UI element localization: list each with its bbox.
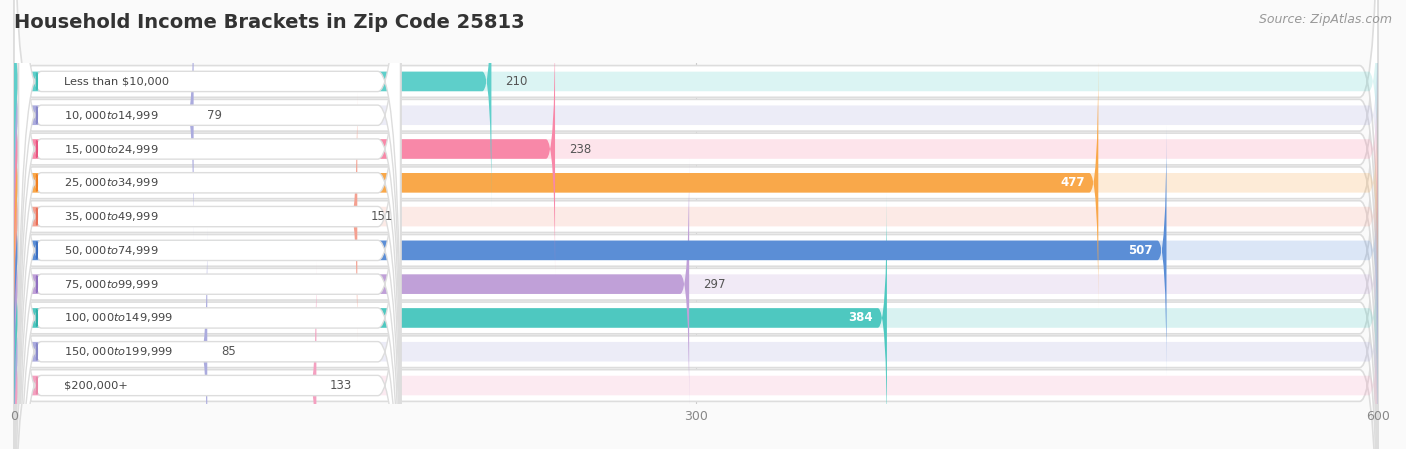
FancyBboxPatch shape [14, 24, 1378, 274]
Text: 297: 297 [703, 277, 725, 291]
FancyBboxPatch shape [14, 57, 1098, 308]
Text: 151: 151 [371, 210, 394, 223]
FancyBboxPatch shape [14, 193, 1378, 443]
Text: 384: 384 [849, 312, 873, 325]
FancyBboxPatch shape [14, 0, 1378, 403]
Text: $25,000 to $34,999: $25,000 to $34,999 [65, 176, 159, 189]
FancyBboxPatch shape [14, 30, 1378, 449]
FancyBboxPatch shape [14, 0, 1378, 370]
FancyBboxPatch shape [14, 0, 1378, 449]
FancyBboxPatch shape [14, 226, 1378, 449]
FancyBboxPatch shape [14, 0, 1378, 241]
FancyBboxPatch shape [14, 0, 1378, 207]
FancyBboxPatch shape [18, 0, 401, 409]
FancyBboxPatch shape [14, 91, 1378, 342]
Text: 79: 79 [207, 109, 222, 122]
Text: $35,000 to $49,999: $35,000 to $49,999 [65, 210, 159, 223]
Text: $15,000 to $24,999: $15,000 to $24,999 [65, 142, 159, 155]
FancyBboxPatch shape [18, 0, 401, 443]
Text: Household Income Brackets in Zip Code 25813: Household Income Brackets in Zip Code 25… [14, 13, 524, 32]
FancyBboxPatch shape [14, 159, 689, 409]
FancyBboxPatch shape [18, 0, 401, 449]
FancyBboxPatch shape [14, 0, 1378, 437]
Text: 85: 85 [221, 345, 236, 358]
FancyBboxPatch shape [14, 64, 1378, 449]
Text: $150,000 to $199,999: $150,000 to $199,999 [65, 345, 173, 358]
FancyBboxPatch shape [14, 125, 1167, 376]
FancyBboxPatch shape [14, 0, 1378, 449]
Text: $10,000 to $14,999: $10,000 to $14,999 [65, 109, 159, 122]
FancyBboxPatch shape [14, 0, 1378, 336]
Text: $50,000 to $74,999: $50,000 to $74,999 [65, 244, 159, 257]
FancyBboxPatch shape [18, 24, 401, 449]
Text: 477: 477 [1060, 176, 1084, 189]
Text: Less than $10,000: Less than $10,000 [65, 76, 169, 87]
Text: $200,000+: $200,000+ [65, 380, 128, 391]
FancyBboxPatch shape [18, 0, 401, 449]
Text: 210: 210 [505, 75, 527, 88]
FancyBboxPatch shape [14, 0, 492, 207]
Text: Source: ZipAtlas.com: Source: ZipAtlas.com [1258, 13, 1392, 26]
FancyBboxPatch shape [14, 260, 316, 449]
Text: $75,000 to $99,999: $75,000 to $99,999 [65, 277, 159, 291]
FancyBboxPatch shape [14, 260, 1378, 449]
FancyBboxPatch shape [18, 0, 401, 449]
FancyBboxPatch shape [14, 226, 207, 449]
FancyBboxPatch shape [14, 0, 194, 241]
FancyBboxPatch shape [14, 131, 1378, 449]
Text: 507: 507 [1129, 244, 1153, 257]
FancyBboxPatch shape [14, 57, 1378, 308]
Text: $100,000 to $149,999: $100,000 to $149,999 [65, 312, 173, 325]
FancyBboxPatch shape [14, 159, 1378, 409]
FancyBboxPatch shape [14, 97, 1378, 449]
Text: 238: 238 [568, 142, 591, 155]
FancyBboxPatch shape [14, 125, 1378, 376]
FancyBboxPatch shape [18, 58, 401, 449]
FancyBboxPatch shape [14, 91, 357, 342]
FancyBboxPatch shape [14, 24, 555, 274]
FancyBboxPatch shape [18, 0, 401, 449]
FancyBboxPatch shape [18, 0, 401, 449]
FancyBboxPatch shape [14, 193, 887, 443]
Text: 133: 133 [330, 379, 353, 392]
FancyBboxPatch shape [18, 0, 401, 449]
